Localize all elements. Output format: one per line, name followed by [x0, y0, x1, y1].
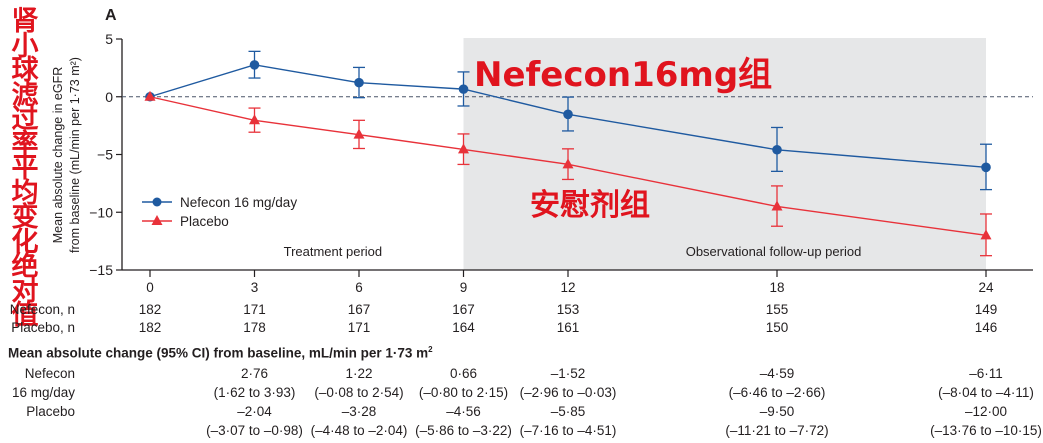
- n-value-cell: 167: [347, 302, 371, 317]
- annotation-placebo-group: 安慰剂组: [530, 188, 650, 223]
- x-tick-label: 0: [146, 280, 154, 295]
- placebo-ci-cell: (–7·16 to –4·51): [519, 423, 617, 438]
- placebo-row-label: Placebo: [26, 404, 75, 419]
- svg-text:Nefecon 16 mg/day: Nefecon 16 mg/day: [180, 195, 297, 210]
- n-value-cell: 182: [138, 320, 162, 335]
- nefecon-ci-cell: (–0·80 to 2·15): [418, 385, 509, 400]
- nefecon-ci-cell: (–2·96 to –0·03): [519, 385, 617, 400]
- side-annotation-chinese: 肾小球滤过率平均变化绝对值: [11, 6, 39, 331]
- nefecon-n-label: Nefecon, n: [9, 302, 75, 317]
- data-point-triangle: [353, 128, 365, 139]
- annotation-nefecon-group: Nefecon16mg组: [474, 55, 772, 95]
- n-value-cell: 167: [452, 302, 475, 317]
- y-axis-label: Mean absolute change in eGFR from baselin…: [51, 57, 82, 253]
- legend-item-nefecon: Nefecon 16 mg/day: [142, 195, 297, 210]
- data-point-triangle: [562, 158, 574, 169]
- panel-label: A: [105, 7, 117, 24]
- x-tick-label: 12: [560, 280, 575, 295]
- data-point-circle: [354, 77, 364, 88]
- nefecon-mean-cell: –1·52: [550, 366, 586, 381]
- x-tick-label: 24: [978, 280, 994, 295]
- data-point-circle: [563, 109, 573, 120]
- placebo-ci-cell: (–5·86 to –3·22): [415, 423, 512, 438]
- nefecon-mean-cell: 2·76: [240, 366, 269, 381]
- data-point-triangle: [980, 229, 992, 240]
- series-nefecon: [145, 50, 992, 191]
- data-point-triangle: [771, 200, 783, 211]
- followup-period-label: Observational follow-up period: [686, 244, 862, 259]
- data-point-circle: [249, 60, 260, 70]
- placebo-mean-cell: –3·28: [341, 404, 377, 419]
- placebo-ci-cell: (–13·76 to –10·15): [930, 423, 1042, 438]
- nefecon-mean-cell: 1·22: [345, 366, 373, 381]
- x-tick-label: 6: [355, 280, 363, 295]
- n-value-cell: 146: [974, 320, 998, 335]
- nefecon-ci-cell: (–0·08 to 2·54): [314, 385, 404, 400]
- y-tick-label: −15: [89, 262, 113, 278]
- data-point-circle: [981, 162, 991, 173]
- nefecon-mean-cell: 0·66: [449, 366, 478, 381]
- placebo-ci-cell: (–11·21 to –7·72): [725, 423, 829, 438]
- n-value-cell: 153: [556, 302, 580, 317]
- placebo-mean-cell: –12·00: [964, 404, 1008, 419]
- legend-item-placebo: Placebo: [142, 214, 229, 229]
- y-tick-label: 0: [105, 89, 113, 105]
- n-value-cell: 155: [765, 302, 789, 317]
- placebo-ci-cell: (–4·48 to –2·04): [310, 423, 408, 438]
- placebo-mean-cell: –4·56: [446, 404, 481, 419]
- x-tick-label: 9: [460, 280, 468, 295]
- data-point-circle: [458, 84, 469, 94]
- legend: Nefecon 16 mg/day Placebo: [142, 195, 297, 229]
- placebo-mean-cell: –9·50: [759, 404, 795, 419]
- y-tick-label: 5: [105, 31, 113, 47]
- n-value-cell: 178: [243, 320, 266, 335]
- data-series: [144, 50, 992, 257]
- nefecon-ci-cell: (1·62 to 3·93): [213, 385, 296, 400]
- x-tick-label: 3: [251, 280, 259, 295]
- y-tick-label: −10: [89, 204, 113, 220]
- placebo-mean-cell: –2·04: [237, 404, 272, 419]
- placebo-mean-cell: –5·85: [550, 404, 586, 419]
- followup-shaded-region: [463, 38, 986, 270]
- nefecon-ci-cell: (–6·46 to –2·66): [728, 385, 826, 400]
- data-point-triangle: [458, 143, 469, 154]
- eGFR-line-chart: 5 0 −5 −10 −15 0 3 6 9 12 18 24 Nefecon 16 mg/day Pl…: [51, 7, 1033, 295]
- svg-text:from baseline (mL/min per 1·73: from baseline (mL/min per 1·73 m²): [68, 57, 82, 253]
- n-value-cell: 171: [347, 320, 371, 335]
- followup-region: [463, 38, 986, 270]
- nefecon-ci-cell: (–8·04 to –4·11): [938, 385, 1034, 400]
- data-point-triangle: [144, 90, 156, 101]
- nefecon-dose-label: 16 mg/day: [11, 385, 75, 400]
- svg-text:Mean absolute change in eGFR: Mean absolute change in eGFR: [51, 67, 65, 244]
- svg-text:Placebo: Placebo: [180, 214, 229, 229]
- nefecon-mean-cell: –6·11: [969, 366, 1003, 381]
- treatment-period-label: Treatment period: [284, 244, 383, 259]
- n-value-cell: 161: [556, 320, 580, 335]
- axes: 5 0 −5 −10 −15 0 3 6 9 12 18 24: [89, 31, 1033, 295]
- change-table-heading: Mean absolute change (95% CI) from basel…: [8, 345, 433, 361]
- data-point-circle: [772, 144, 782, 155]
- chart-labels: A Mean absolute change in eGFR from baseli…: [51, 7, 861, 259]
- nefecon-mean-cell: –4·59: [759, 366, 795, 381]
- placebo-n-label: Placebo, n: [11, 320, 75, 335]
- placebo-ci-cell: (–3·07 to –0·98): [206, 423, 303, 438]
- nefecon-row-label: Nefecon: [24, 366, 75, 381]
- n-value-cell: 150: [765, 320, 789, 335]
- series-placebo: [144, 90, 992, 257]
- n-value-cell: 149: [974, 302, 998, 317]
- n-value-cell: 171: [243, 302, 266, 317]
- n-value-cell: 182: [138, 302, 162, 317]
- x-tick-label: 18: [769, 280, 784, 295]
- data-point-triangle: [249, 114, 260, 125]
- n-value-cell: 164: [452, 320, 475, 335]
- y-tick-label: −5: [97, 147, 113, 163]
